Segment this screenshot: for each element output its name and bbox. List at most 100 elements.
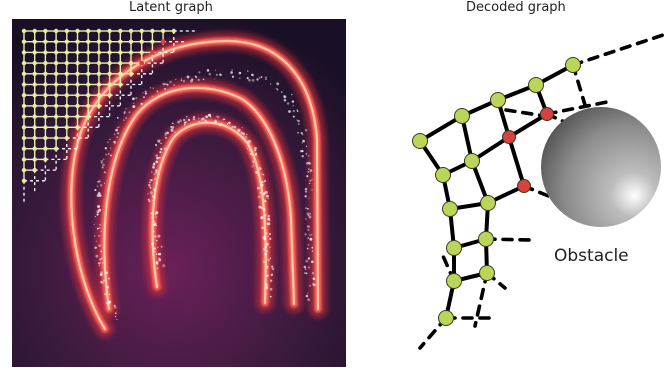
sample-point — [257, 174, 260, 176]
sample-point — [202, 78, 205, 81]
sample-point — [102, 279, 105, 282]
latent-node — [139, 39, 144, 44]
sample-point — [246, 147, 249, 150]
decoded-edge-dashed — [473, 271, 489, 328]
sample-point — [154, 235, 157, 238]
obstacle-label: Obstacle — [554, 246, 629, 266]
sample-point — [307, 266, 311, 269]
sample-point — [251, 73, 254, 77]
sample-point — [144, 92, 148, 95]
sample-point — [214, 69, 217, 71]
sample-point — [265, 271, 267, 273]
sample-point — [150, 179, 153, 182]
sample-point — [271, 267, 275, 271]
latent-node — [96, 39, 102, 44]
sample-point — [307, 257, 311, 260]
sample-point — [296, 119, 298, 121]
sample-point — [132, 97, 135, 101]
sample-point — [268, 232, 271, 236]
sample-point — [101, 163, 105, 167]
sample-point — [157, 234, 161, 238]
latent-node — [128, 50, 134, 55]
sample-point — [198, 71, 201, 74]
decoded-node — [464, 153, 480, 169]
sample-point — [164, 132, 167, 135]
sample-point — [261, 173, 263, 175]
sample-point — [252, 161, 255, 164]
sample-point — [239, 77, 241, 80]
sample-point — [305, 218, 307, 220]
latent-node — [21, 50, 27, 55]
sample-point — [304, 233, 307, 236]
sample-point — [202, 117, 205, 120]
sample-point — [148, 200, 151, 203]
sample-point — [153, 188, 157, 192]
sample-point — [264, 261, 267, 264]
sample-point — [115, 128, 118, 132]
sample-point — [108, 293, 111, 296]
sample-point — [267, 217, 270, 220]
sample-point — [116, 127, 119, 129]
sample-point — [166, 83, 169, 86]
sample-point — [276, 88, 279, 91]
sample-point — [306, 292, 309, 294]
sample-point — [177, 120, 180, 124]
latent-node — [128, 39, 134, 44]
sample-point — [153, 177, 157, 181]
sample-point — [165, 131, 168, 135]
sample-point — [155, 160, 159, 164]
sample-point — [308, 168, 310, 170]
sample-point — [159, 151, 162, 154]
sample-point — [249, 152, 252, 156]
sample-point — [191, 78, 194, 81]
sample-point — [269, 295, 272, 298]
latent-graph-panel — [12, 19, 346, 367]
sample-point — [257, 195, 261, 199]
latent-node — [43, 157, 48, 162]
latent-node — [139, 28, 144, 34]
sample-point — [307, 228, 310, 231]
sample-point — [230, 71, 233, 74]
sample-point — [264, 256, 267, 259]
sample-point — [98, 244, 101, 247]
latent-node — [53, 103, 59, 109]
decoded-node — [479, 265, 495, 281]
sample-point — [170, 125, 173, 128]
latent-node — [43, 71, 48, 76]
latent-node — [32, 167, 37, 173]
latent-node — [43, 60, 48, 66]
sample-point — [247, 145, 250, 148]
sample-point — [108, 300, 112, 303]
decoded-node — [446, 240, 462, 256]
sample-point — [109, 138, 111, 141]
sample-point — [262, 192, 266, 196]
sample-point — [312, 277, 316, 281]
latent-node — [32, 39, 37, 44]
sample-point — [231, 75, 235, 78]
sample-point — [226, 123, 229, 125]
decoded-collision-node — [502, 130, 516, 144]
sample-point — [142, 92, 144, 94]
latent-grid — [21, 28, 198, 205]
sample-point — [309, 169, 313, 172]
latent-node — [53, 135, 59, 141]
sample-point — [266, 267, 268, 270]
sample-point — [264, 76, 268, 79]
latent-node — [128, 28, 134, 34]
sample-point — [267, 214, 270, 218]
sample-point — [94, 246, 97, 249]
sample-point — [155, 143, 157, 146]
sample-point — [204, 119, 206, 121]
latent-node — [21, 167, 27, 173]
decoded-edge — [507, 112, 549, 139]
sample-point — [183, 123, 186, 126]
sample-point — [107, 300, 111, 304]
sample-point — [156, 239, 158, 242]
latent-node — [53, 82, 59, 87]
sample-point — [96, 185, 99, 187]
sample-point — [269, 83, 272, 85]
sample-point — [259, 178, 262, 180]
sample-point — [105, 301, 108, 304]
latent-node — [21, 28, 27, 34]
latent-node — [21, 39, 27, 44]
